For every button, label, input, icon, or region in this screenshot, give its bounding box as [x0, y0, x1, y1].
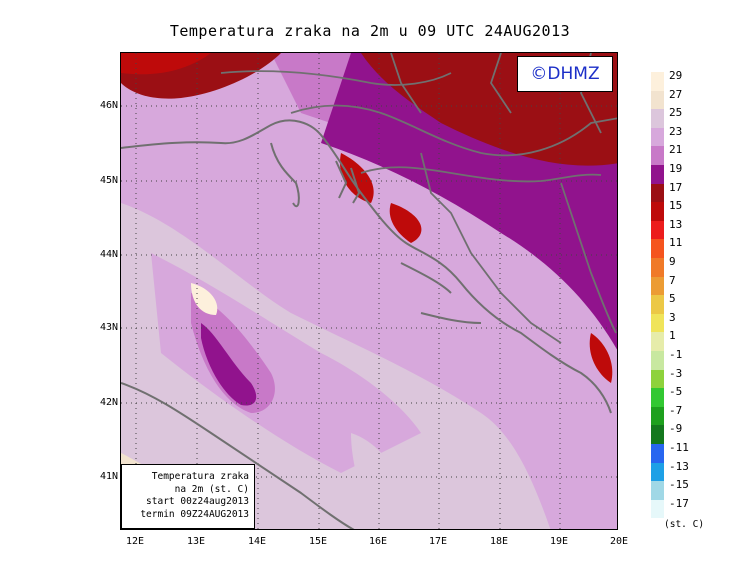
field-29-spot	[191, 283, 218, 315]
lat-label-44n: 44N	[99, 249, 118, 260]
legend-label: 3	[669, 310, 676, 324]
field-23-sea	[151, 253, 421, 473]
legend-unit: (st. C)	[664, 519, 705, 530]
lat-label-43n: 43N	[99, 322, 118, 333]
legend-swatch	[651, 425, 664, 444]
lon-label-17e: 17E	[428, 536, 448, 547]
legend-swatch	[651, 239, 664, 258]
info-line-4: termin 09Z24AUG2013	[140, 508, 249, 520]
field-25-coast	[351, 433, 411, 523]
legend-swatch	[651, 444, 664, 463]
field-21-sea	[191, 293, 275, 413]
legend-swatch	[651, 481, 664, 500]
lon-label-13e: 13E	[186, 536, 206, 547]
legend-swatch	[651, 406, 664, 426]
lon-label-12e: 12E	[125, 536, 145, 547]
coastlines	[121, 119, 612, 529]
info-line-1: Temperatura zraka	[151, 471, 249, 482]
legend-label: 11	[669, 236, 683, 250]
info-line-3: start 00z24aug2013	[146, 496, 249, 507]
legend-label: 27	[669, 87, 683, 101]
legend-swatch	[651, 202, 664, 221]
legend-label: -11	[669, 441, 689, 454]
legend-label: 23	[669, 124, 683, 138]
legend-label: -13	[669, 459, 689, 473]
legend-label: 17	[669, 180, 683, 194]
legend-label: -5	[669, 385, 683, 399]
lon-label-16e: 16E	[368, 536, 388, 547]
lat-label-41n: 41N	[99, 471, 118, 482]
lon-label-14e: 14E	[247, 536, 267, 547]
legend-swatch	[651, 295, 664, 314]
legend-swatch	[651, 499, 664, 519]
borders	[220, 53, 617, 344]
legend-swatch	[651, 462, 664, 482]
legend-swatch	[651, 220, 664, 240]
legend-swatch	[651, 127, 664, 147]
legend-swatch	[651, 258, 664, 277]
legend-label: 19	[669, 162, 683, 175]
legend-swatch	[651, 276, 664, 296]
legend-label: -7	[669, 403, 683, 417]
field-15-spot-3	[589, 333, 613, 383]
legend-swatch	[651, 369, 664, 389]
legend-swatch	[651, 72, 664, 91]
lon-label-18e: 18E	[489, 536, 509, 547]
legend-swatch	[651, 146, 664, 165]
legend-swatch	[651, 165, 664, 184]
map-title: Temperatura zraka na 2m u 09 UTC 24AUG20…	[169, 22, 571, 40]
legend-label: -17	[669, 496, 689, 510]
legend-label: 13	[669, 217, 683, 231]
legend-label: 15	[669, 199, 683, 213]
legend-label: -1	[669, 348, 683, 361]
map-canvas	[121, 53, 617, 529]
legend-label: -9	[669, 422, 683, 436]
temperature-map	[120, 52, 618, 530]
legend-label: -3	[669, 366, 683, 380]
copyright-badge: ©DHMZ	[517, 56, 613, 92]
legend-label: 29	[669, 69, 683, 82]
legend-swatch	[651, 332, 664, 351]
lon-label-15e: 15E	[308, 536, 328, 547]
field-15-spot-2	[389, 203, 422, 243]
legend-label: 25	[669, 106, 683, 120]
legend-label: 5	[669, 292, 676, 306]
legend-label: 1	[669, 329, 676, 343]
field-19-sea	[201, 323, 257, 406]
lat-label-46n: 46N	[99, 100, 118, 111]
map-info-box: Temperatura zraka na 2m (st. C) start 00…	[121, 464, 255, 529]
legend-label: 9	[669, 255, 676, 268]
lon-label-20e: 20E	[609, 536, 629, 547]
legend-label: -15	[669, 478, 689, 492]
lon-label-19e: 19E	[549, 536, 569, 547]
legend-swatch	[651, 388, 664, 407]
lat-label-42n: 42N	[99, 397, 118, 408]
legend-label: 21	[669, 143, 683, 157]
field-15-northwest	[121, 53, 211, 75]
info-line-2: na 2m (st. C)	[174, 483, 249, 495]
legend-swatch	[651, 351, 664, 370]
field-15-spot-1	[340, 153, 374, 203]
legend-swatch	[651, 109, 664, 128]
legend-swatch	[651, 183, 664, 203]
legend-swatch	[651, 90, 664, 110]
lat-label-45n: 45N	[99, 175, 118, 186]
legend-label: 7	[669, 273, 676, 287]
legend-swatch	[651, 313, 664, 333]
